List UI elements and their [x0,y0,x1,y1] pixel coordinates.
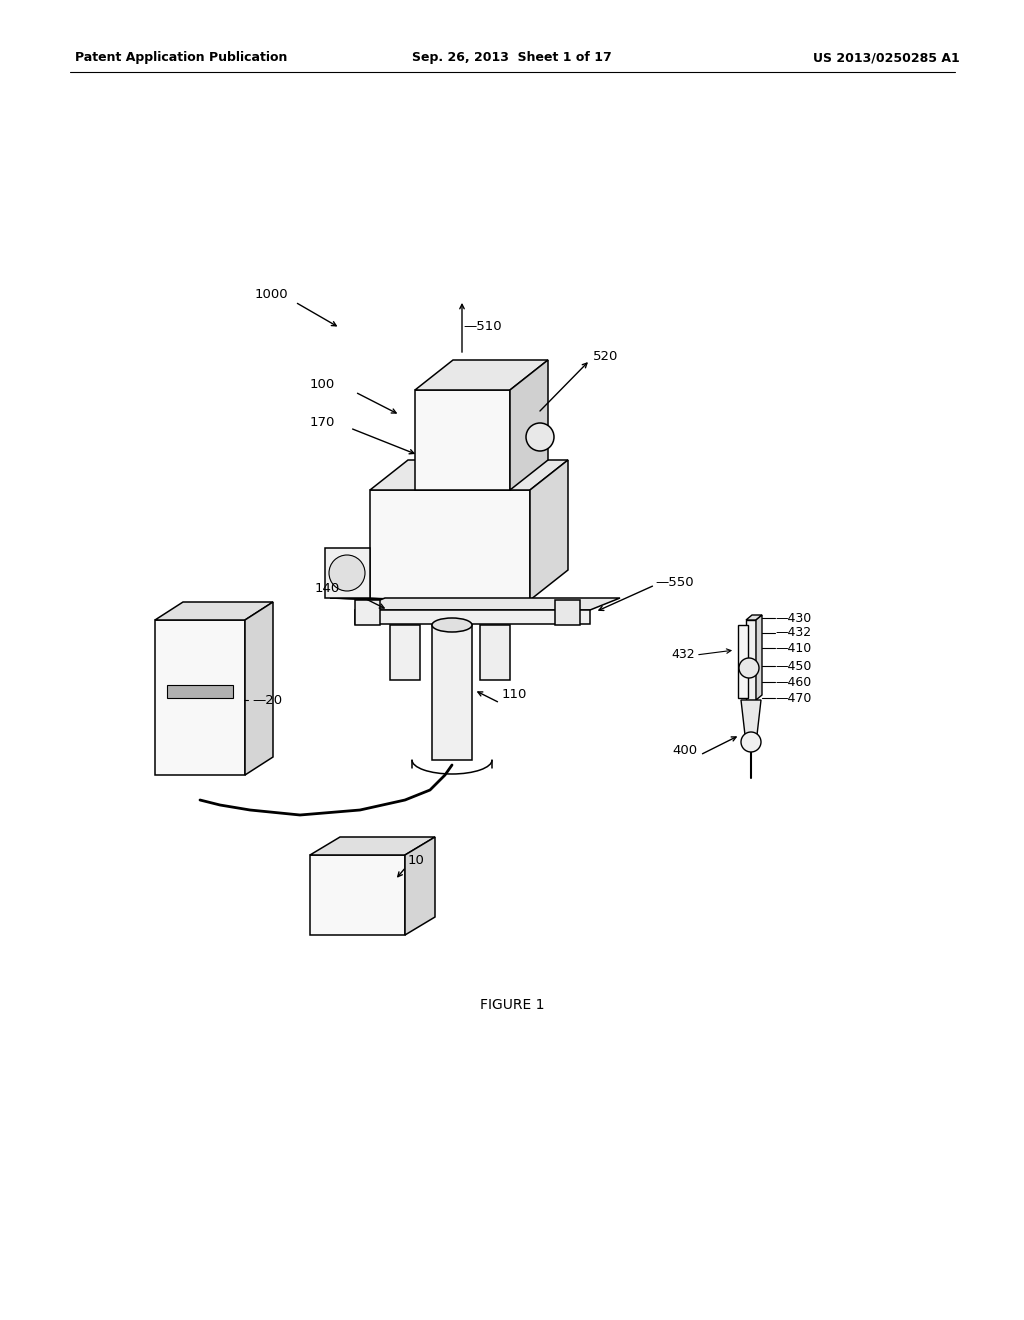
Circle shape [526,422,554,451]
Polygon shape [415,389,510,490]
Text: 432: 432 [672,648,695,661]
Polygon shape [756,615,762,700]
Circle shape [741,733,761,752]
Polygon shape [746,620,756,700]
Polygon shape [310,837,435,855]
Text: 140: 140 [315,582,340,594]
Text: 170: 170 [310,416,336,429]
Text: 1000: 1000 [255,289,289,301]
Polygon shape [245,602,273,775]
Polygon shape [310,855,406,935]
Polygon shape [330,598,420,601]
Text: —470: —470 [775,692,811,705]
Polygon shape [155,602,273,620]
Text: 10: 10 [408,854,425,866]
Polygon shape [530,459,568,601]
Text: —430: —430 [775,611,811,624]
Polygon shape [406,837,435,935]
Circle shape [329,554,365,591]
Ellipse shape [432,618,472,632]
Polygon shape [355,610,590,624]
Text: —20: —20 [252,693,283,706]
Polygon shape [741,700,761,735]
Text: Sep. 26, 2013  Sheet 1 of 17: Sep. 26, 2013 Sheet 1 of 17 [412,51,612,65]
Text: —410: —410 [775,642,811,655]
Text: 110: 110 [502,689,527,701]
Polygon shape [415,360,548,389]
Text: —460: —460 [775,676,811,689]
Polygon shape [370,459,568,490]
Polygon shape [167,685,233,698]
Polygon shape [325,548,370,598]
Polygon shape [355,598,620,610]
Text: 400: 400 [672,743,697,756]
Polygon shape [738,624,748,698]
Polygon shape [480,624,510,680]
Text: —550: —550 [655,576,693,589]
Polygon shape [510,360,548,490]
Text: —510: —510 [463,321,502,334]
Circle shape [343,569,351,577]
Polygon shape [432,624,472,760]
Text: Patent Application Publication: Patent Application Publication [75,51,288,65]
Polygon shape [370,490,530,601]
Text: 520: 520 [593,351,618,363]
Text: —432: —432 [775,627,811,639]
Text: 100: 100 [310,379,335,392]
Circle shape [334,560,360,586]
Polygon shape [555,601,580,624]
Polygon shape [155,620,245,775]
Text: FIGURE 1: FIGURE 1 [480,998,544,1012]
Text: —450: —450 [775,660,811,672]
Text: US 2013/0250285 A1: US 2013/0250285 A1 [813,51,961,65]
Circle shape [739,657,759,678]
Polygon shape [390,624,420,680]
Circle shape [339,565,355,581]
Polygon shape [746,615,762,620]
Polygon shape [355,601,380,624]
